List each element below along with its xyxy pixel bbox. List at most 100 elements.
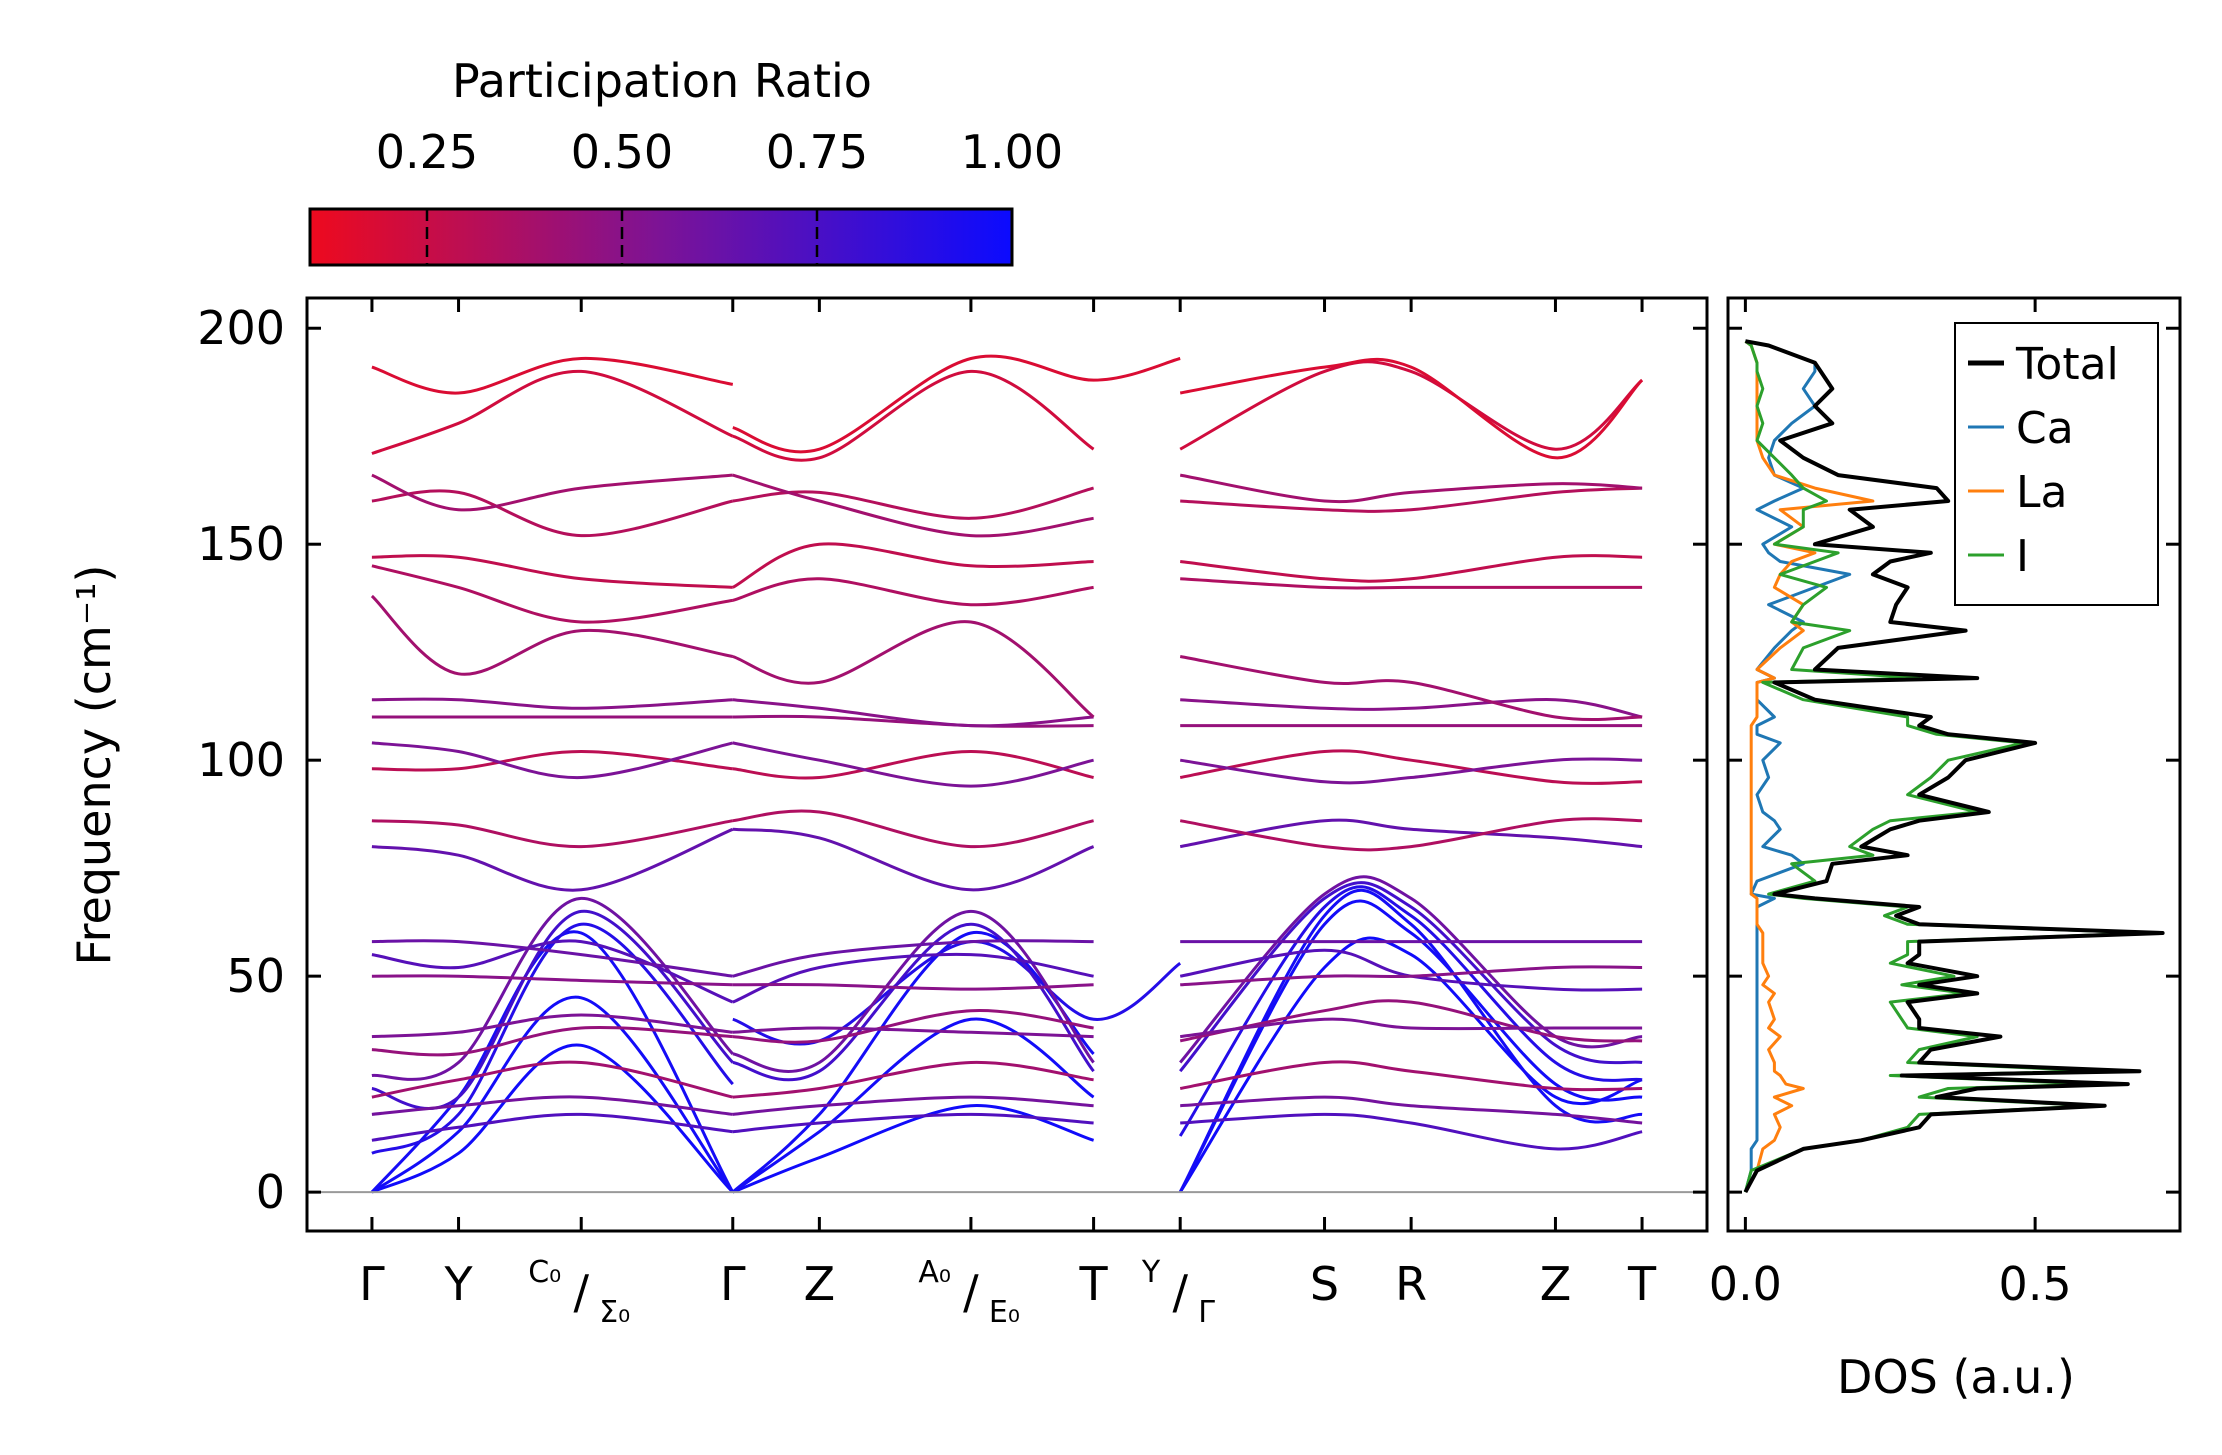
phonon-branch (732, 909, 1095, 1073)
y-tick-label: 0 (256, 1165, 285, 1219)
phonon-branch (371, 939, 734, 978)
y-axis-label: Frequency (cm⁻¹) (67, 565, 121, 966)
kpoint-label-sup: Y (1141, 1255, 1161, 1290)
colorbar-tick-label: 0.25 (376, 125, 478, 179)
kpoint-label: T (1079, 1257, 1109, 1311)
phonon-branch (1179, 757, 1643, 785)
y-tick-label: 200 (197, 301, 285, 355)
phonon-branch (732, 741, 1094, 788)
phonon-branch (732, 1060, 1094, 1099)
colorbar-title: Participation Ratio (452, 54, 872, 108)
dos-axes: 0.0 0.5 (1709, 298, 2180, 1311)
phonon-branch (732, 1112, 1094, 1134)
phonon-branch (371, 369, 734, 455)
colorbar-ticks: 0.25 0.50 0.75 1.00 (376, 125, 1063, 265)
phonon-branch (371, 554, 733, 589)
y-tick-label: 50 (226, 949, 285, 1003)
phonon-branch (732, 542, 1094, 589)
phonon-branch (371, 974, 733, 987)
phonon-branch (370, 594, 734, 676)
dos-legend: Total Ca La I (1954, 322, 2159, 606)
phonon-branch (371, 922, 734, 1155)
phonon-branch (732, 354, 1181, 454)
phonon-branch (1178, 936, 1643, 1193)
phonon-branch (371, 1095, 733, 1116)
phonon-branch (371, 697, 733, 710)
y-tick-label: 150 (197, 517, 285, 571)
phonon-branch (732, 714, 1094, 728)
band-panel-frame (305, 296, 1709, 1233)
phonon-branch (1180, 1112, 1643, 1151)
phonon-branch (732, 827, 1095, 892)
colorbar-tick-label: 0.75 (766, 125, 868, 179)
phonon-branch (371, 749, 733, 772)
phonon-branch (371, 741, 734, 780)
kpoint-label: Y (443, 1257, 473, 1311)
colorbar-tick-label: 1.00 (961, 125, 1063, 179)
phonon-branch (732, 952, 1094, 1004)
phonon-branch (371, 819, 734, 849)
kpoint-label: Z (804, 1257, 836, 1311)
phonon-branch (732, 1009, 1094, 1044)
phonon-branch (732, 620, 1095, 719)
kpoint-label-sup: A₀ (918, 1255, 951, 1290)
kpoint-label-sub: Γ (1198, 1295, 1215, 1330)
legend-label-ca: Ca (2016, 403, 2074, 454)
phonon-branch (1179, 749, 1643, 785)
kpoint-label-slash: / (1172, 1265, 1188, 1319)
phonon-branch (732, 369, 1095, 462)
phonon-branch (732, 809, 1094, 849)
phonon-branch (1179, 999, 1643, 1043)
phonon-branch (371, 564, 734, 624)
phonon-branch (732, 577, 1094, 607)
phonon-branch (1178, 885, 1643, 1137)
kpoint-label-composite: C₀ / Σ₀ (528, 1255, 630, 1330)
kpoint-label: Z (1540, 1257, 1572, 1311)
kpoint-label: S (1310, 1257, 1339, 1311)
phonon-branch (732, 1095, 1094, 1116)
phonon-branch (1180, 1017, 1643, 1039)
phonon-branch (371, 473, 733, 512)
phonon-branch (371, 1060, 734, 1099)
phonon-branch (1178, 888, 1643, 1193)
kpoint-label: R (1395, 1257, 1427, 1311)
phonon-branch (1180, 698, 1643, 719)
phonon-branch (732, 473, 1094, 538)
kpoint-label-sub: Σ₀ (599, 1295, 630, 1330)
phonon-branch (371, 896, 734, 1081)
phonon-branch (732, 939, 1094, 978)
legend-frame (1954, 322, 2159, 606)
kpoint-label-slash: / (573, 1265, 589, 1319)
phonon-branch (732, 698, 1094, 728)
kpoint-label: Γ (359, 1257, 385, 1311)
phonon-branch (1179, 357, 1644, 460)
phonon-branch (371, 1112, 733, 1142)
colorbar-tick-label: 0.50 (571, 125, 673, 179)
phonon-branch (1179, 875, 1643, 1064)
phonon-branch (1180, 965, 1643, 987)
phonon-branch (732, 922, 1095, 1082)
y-tick-label: 100 (197, 733, 285, 787)
legend-label-la: La (2016, 467, 2067, 518)
phonon-branch (732, 982, 1094, 991)
kpoint-label-slash: / (963, 1265, 979, 1319)
phonon-branch (1179, 881, 1643, 1073)
dos-panel-frame (1726, 296, 2182, 1233)
dos-series-ca (1743, 339, 1852, 1193)
phonon-branch (371, 356, 734, 395)
phonon-branch (1180, 577, 1643, 590)
phonon-branch (371, 1026, 733, 1057)
phonon-branch (371, 489, 734, 538)
phonon-branch (732, 486, 1094, 520)
dos-x-tick-label: 0.5 (1999, 1257, 2072, 1311)
phonon-branch (1180, 554, 1643, 583)
dos-x-axis-label: DOS (a.u.) (1837, 1350, 2075, 1404)
phonon-branch (371, 827, 734, 892)
phonon-branch (1179, 473, 1643, 504)
phonon-branch (731, 1017, 1095, 1194)
phonon-branch (1179, 360, 1644, 451)
phonon-branch (1179, 817, 1643, 852)
phonon-branch (1180, 486, 1643, 513)
band-y-axis: 0 50 100 150 200 (197, 301, 1707, 1219)
